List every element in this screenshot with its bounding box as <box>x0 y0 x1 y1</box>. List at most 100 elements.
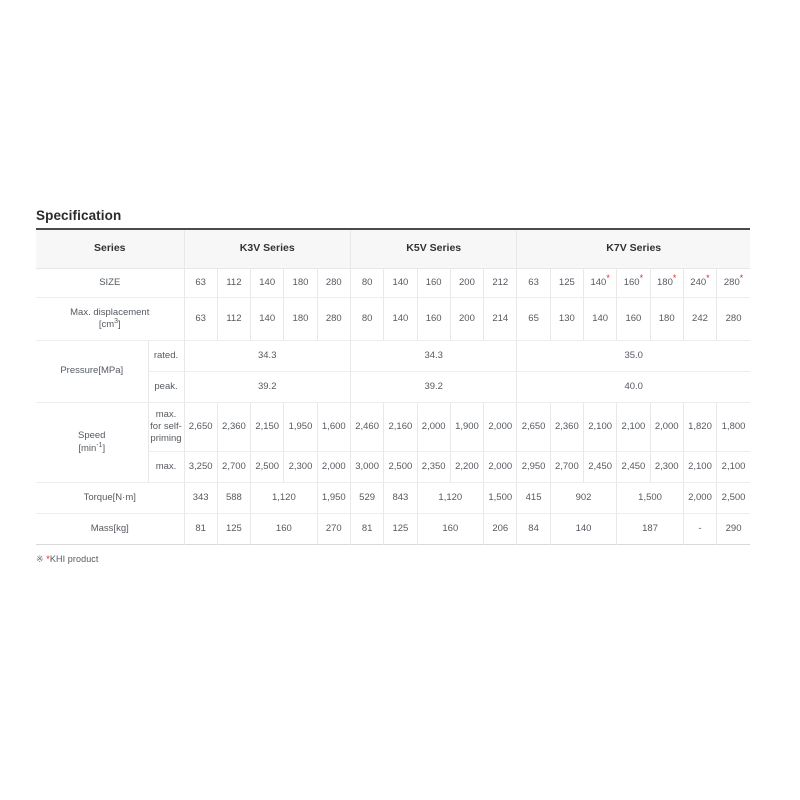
cell-speed-self-priming-k3v-0: 2,650 <box>184 402 218 452</box>
table-row-speed-self-priming: Speed [min-1] max. for self-priming 2,650 2,… <box>36 402 750 483</box>
cell-speed-self-priming-k5v-0: 2,460 <box>350 402 385 452</box>
row-sublabel-self-priming: max. for self-priming <box>148 402 185 452</box>
cell-torque-k7v-1: 902 <box>550 482 618 514</box>
cell-torque-k3v-3: 1,950 <box>317 482 351 514</box>
cell-pressure-peak-k3v: 39.2 <box>184 371 351 403</box>
cell-size-k5v-3: 200 <box>450 268 485 298</box>
cell-speed-max-k7v-3: 2,450 <box>616 451 651 483</box>
cell-displacement-k7v-5: 242 <box>683 297 718 341</box>
cell-torque-k7v-0: 415 <box>516 482 551 514</box>
cell-size-k5v-4: 212 <box>483 268 518 298</box>
cell-displacement-k5v-1: 140 <box>383 297 418 341</box>
asterisk-icon: * <box>739 272 744 283</box>
cell-displacement-k5v-2: 160 <box>417 297 451 341</box>
cell-mass-k3v-3: 270 <box>317 513 351 545</box>
cell-size-k3v-4: 280 <box>317 268 351 298</box>
cell-size-k7v-0: 63 <box>516 268 551 298</box>
table-row-displacement: Max. displacement [cm3] 63 112 140 180 280 80 14… <box>36 297 750 341</box>
cell-size-k3v-1: 112 <box>217 268 252 298</box>
cell-speed-self-priming-k5v-3: 1,900 <box>450 402 485 452</box>
cell-displacement-k7v-3: 160 <box>616 297 651 341</box>
cell-torque-k3v-1: 588 <box>217 482 252 514</box>
cell-speed-max-k5v-4: 2,000 <box>483 451 518 483</box>
cell-torque-k7v-4: 2,500 <box>716 482 750 514</box>
row-label-mass: Mass[kg] <box>36 513 185 545</box>
cell-displacement-k5v-0: 80 <box>350 297 385 341</box>
cell-size-k7v-1: 125 <box>550 268 585 298</box>
table-row-mass: Mass[kg] 81 125 160 270 81 125 160 206 84 140 187-2… <box>36 513 750 545</box>
cell-speed-max-k7v-0: 2,950 <box>516 451 551 483</box>
cell-mass-k7v-2: 187 <box>616 513 684 545</box>
row-label-torque: Torque[N·m] <box>36 482 185 514</box>
cell-displacement-k7v-1: 130 <box>550 297 585 341</box>
cell-size-k3v-3: 180 <box>283 268 318 298</box>
cell-speed-max-k5v-1: 2,500 <box>383 451 418 483</box>
cell-pressure-peak-k7v: 40.0 <box>516 371 750 403</box>
cell-speed-max-k3v-1: 2,700 <box>217 451 252 483</box>
cell-pressure-rated-k5v: 34.3 <box>350 340 518 372</box>
row-label-size: SIZE <box>36 268 185 298</box>
cell-mass-k7v-3: - <box>683 513 718 545</box>
cell-displacement-k7v-4: 180 <box>650 297 684 341</box>
cell-displacement-k3v-1: 112 <box>217 297 252 341</box>
asterisk-icon: * <box>672 272 677 283</box>
series-header-cell: Series <box>36 229 185 269</box>
cell-speed-self-priming-k5v-2: 2,000 <box>417 402 451 452</box>
asterisk-icon: * <box>706 272 710 283</box>
cell-size-k7v-5: 240* <box>683 268 718 298</box>
row-sublabel-speed-max: max. <box>148 451 185 483</box>
cell-displacement-k5v-3: 200 <box>450 297 485 341</box>
asterisk-icon: * <box>639 272 644 283</box>
specification-table: Series K3V Series K5V Series K7V Series SIZE… <box>36 228 750 545</box>
cell-speed-max-k5v-2: 2,350 <box>417 451 451 483</box>
cell-mass-k7v-0: 84 <box>516 513 551 545</box>
table-row-size: SIZE 63 112 140 180 280 80 140 160 200 212 63 125 140… <box>36 268 750 298</box>
cell-speed-max-k3v-2: 2,500 <box>250 451 285 483</box>
reference-mark-icon: ※ <box>36 554 44 564</box>
cell-torque-k7v-3: 2,000 <box>683 482 718 514</box>
cell-speed-self-priming-k7v-1: 2,360 <box>550 402 585 452</box>
cell-torque-k5v-2: 1,120 <box>417 482 485 514</box>
cell-speed-self-priming-k7v-6: 1,800 <box>716 402 750 452</box>
row-label-displacement: Max. displacement [cm3] <box>36 297 185 341</box>
row-label-pressure: Pressure[MPa] <box>36 340 149 403</box>
cell-speed-max-k3v-0: 3,250 <box>184 451 218 483</box>
row-sublabel-rated: rated. <box>148 340 185 372</box>
cell-speed-self-priming-k5v-1: 2,160 <box>383 402 418 452</box>
cell-torque-k3v-2: 1,120 <box>250 482 318 514</box>
asterisk-icon: * <box>46 554 50 564</box>
row-sublabel-peak: peak. <box>148 371 185 403</box>
group-header-2: K5V Series <box>350 229 518 269</box>
cell-torque-k5v-0: 529 <box>350 482 385 514</box>
cell-size-k7v-3: 160* <box>616 268 651 298</box>
cell-displacement-k3v-4: 280 <box>317 297 351 341</box>
cell-torque-k3v-0: 343 <box>184 482 218 514</box>
cell-size-k7v-2: 140* <box>583 268 618 298</box>
cell-mass-k7v-4: 290 <box>725 522 742 534</box>
cell-speed-max-k7v-6: 2,100 <box>716 451 750 483</box>
table-row-pressure-rated: Pressure[MPa] rated. 34.3 34.3 35.0 <box>36 340 750 403</box>
cell-pressure-rated-k7v: 35.0 <box>516 340 750 372</box>
group-header-3: K7V Series <box>516 229 750 269</box>
cell-speed-max-k7v-2: 2,450 <box>583 451 618 483</box>
cell-speed-max-k7v-1: 2,700 <box>550 451 585 483</box>
cell-speed-self-priming-k7v-0: 2,650 <box>516 402 551 452</box>
cell-speed-max-k3v-4: 2,000 <box>317 451 351 483</box>
cell-displacement-k5v-4: 214 <box>483 297 518 341</box>
cell-speed-self-priming-k7v-4: 2,000 <box>650 402 684 452</box>
cell-displacement-k3v-2: 140 <box>250 297 285 341</box>
cell-pressure-peak-k5v: 39.2 <box>350 371 518 403</box>
cell-size-k7v-4: 180* <box>650 268 684 298</box>
cell-speed-self-priming-k3v-4: 1,600 <box>317 402 351 452</box>
cell-mass-k7v-1: 140 <box>550 513 618 545</box>
cell-torque-k5v-3: 1,500 <box>483 482 518 514</box>
cell-mass-k5v-1: 125 <box>383 513 418 545</box>
cell-mass-k3v-2: 160 <box>250 513 318 545</box>
page-title: Specification <box>36 208 122 223</box>
cell-speed-self-priming-k7v-3: 2,100 <box>616 402 651 452</box>
specification-section: Specification Series K3V Series K5V Series… <box>36 208 750 565</box>
cell-displacement-k7v-6: 280 <box>716 297 750 341</box>
cell-mass-k5v-3: 206 <box>483 513 518 545</box>
cell-speed-max-k7v-4: 2,300 <box>650 451 684 483</box>
